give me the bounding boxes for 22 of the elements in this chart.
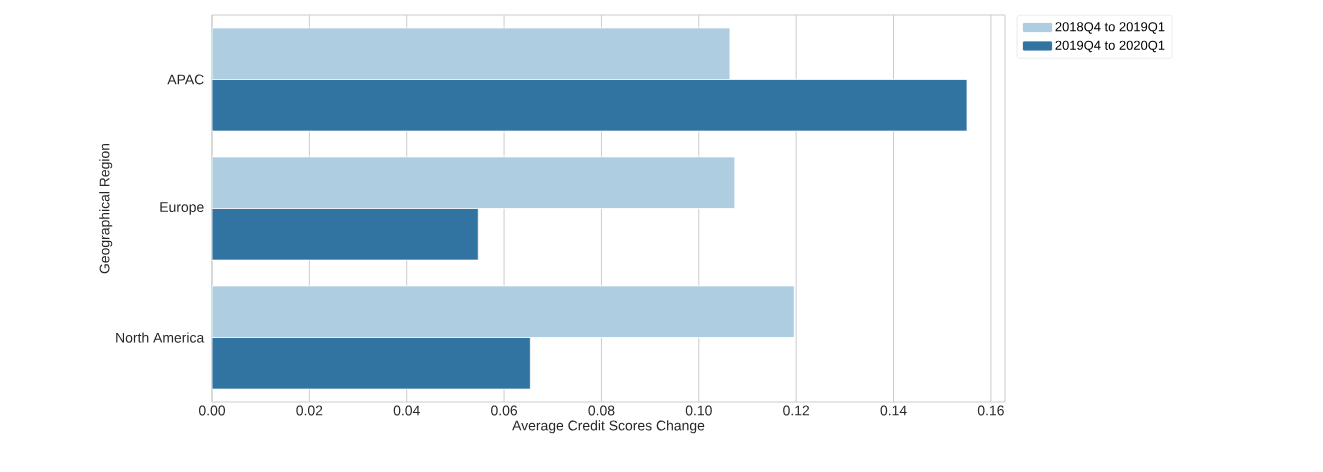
x-tick-label: 0.00 [198, 405, 226, 416]
bar [212, 156, 736, 209]
y-tick-label: Europe [160, 202, 204, 215]
x-tick-label: 0.10 [685, 405, 712, 416]
x-tick-label: 0.04 [393, 405, 420, 416]
x-axis-title: Average Credit Scores Change [512, 420, 705, 434]
bar [212, 208, 479, 261]
x-tick-label: 0.02 [296, 405, 323, 416]
x-tick-label: 0.08 [588, 405, 615, 416]
y-tick-label: North America [116, 332, 205, 343]
legend-label: 2019Q4 to 2020Q1 [1055, 40, 1165, 53]
bar [212, 285, 795, 338]
bar [212, 79, 968, 132]
bar [212, 337, 531, 390]
x-tick-label: 0.16 [977, 405, 1004, 416]
legend-label: 2018Q4 to 2019Q1 [1055, 22, 1165, 34]
bar [212, 27, 731, 80]
y-axis-title: Geographical Region [99, 143, 113, 274]
x-tick-label: 0.12 [783, 405, 810, 416]
x-tick-label: 0.06 [491, 405, 518, 416]
x-tick-label: 0.14 [880, 405, 907, 416]
y-tick-label: APAC [167, 74, 204, 85]
